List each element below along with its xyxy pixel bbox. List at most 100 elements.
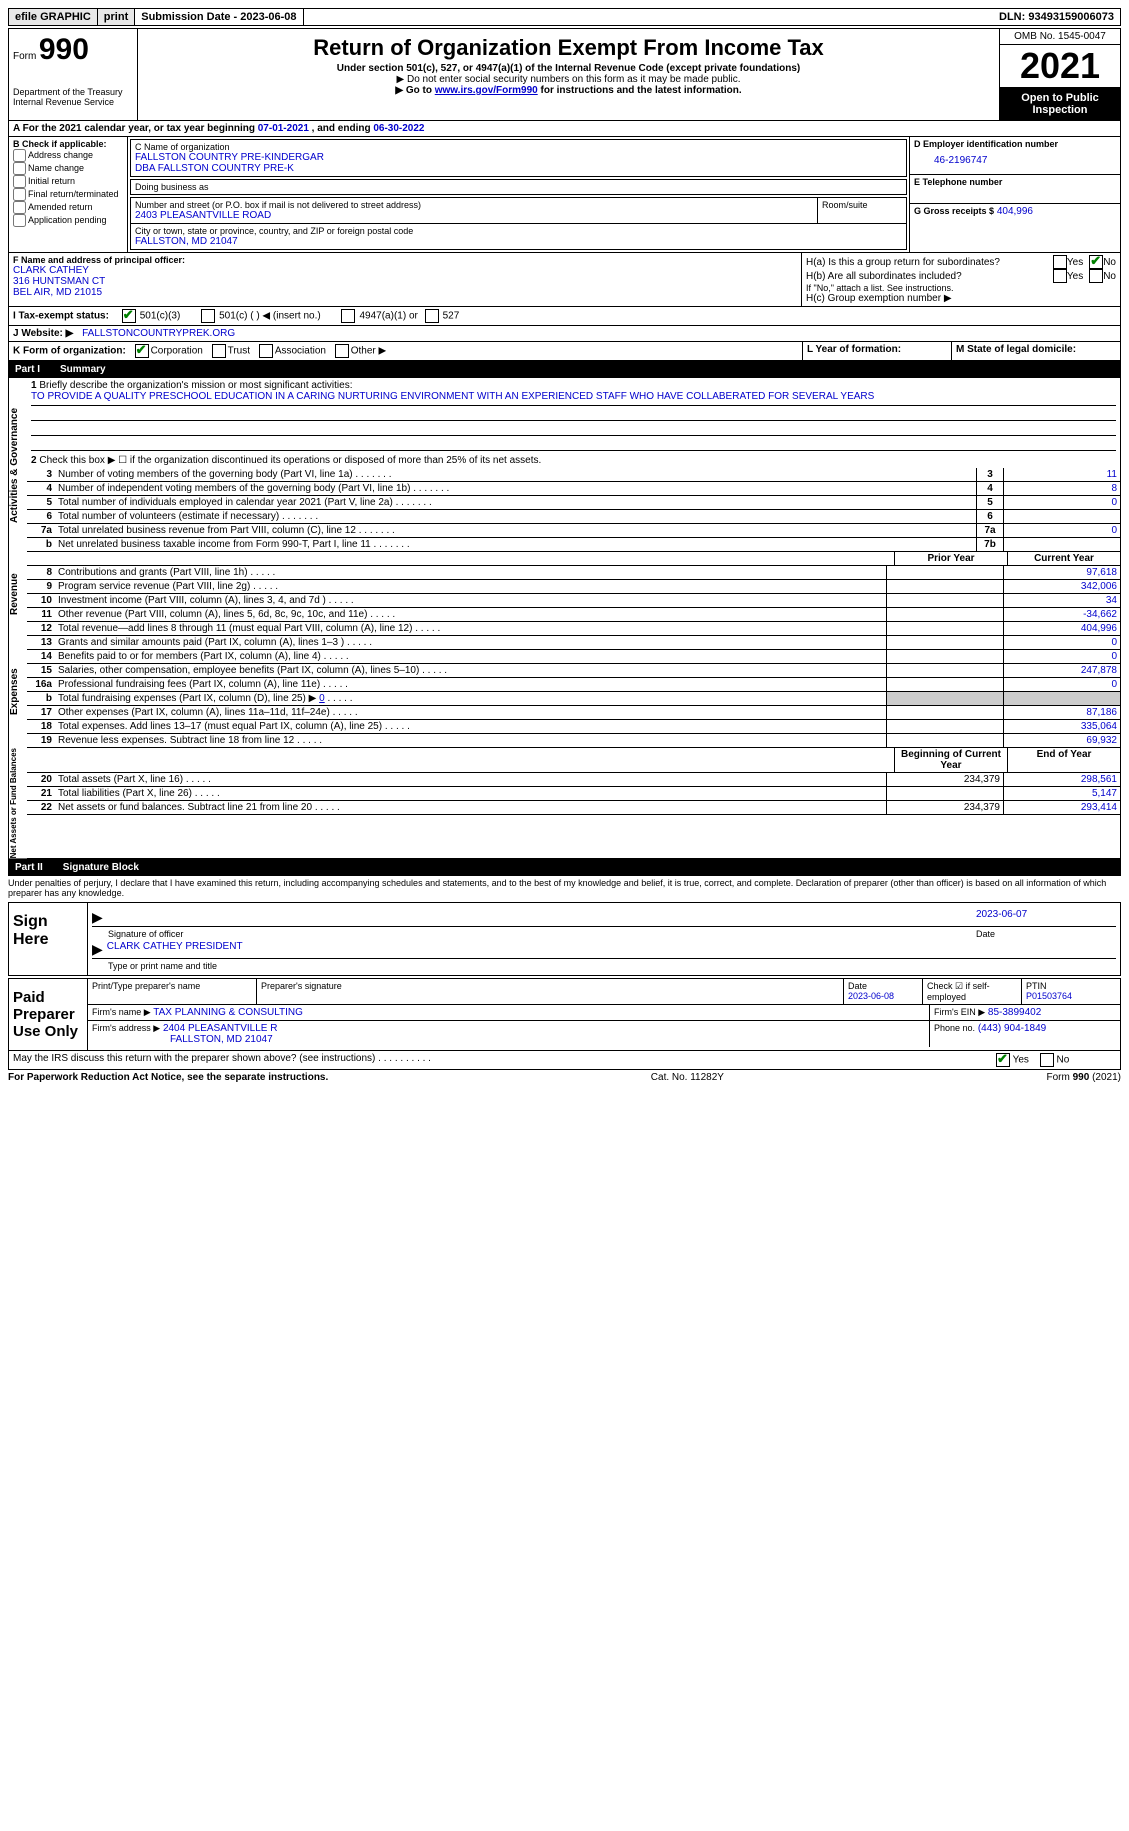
section-c: C Name of organization FALLSTON COUNTRY … bbox=[128, 137, 909, 252]
vert-revenue: Revenue bbox=[9, 552, 27, 636]
chk-amended-return[interactable]: Amended return bbox=[13, 201, 123, 214]
summary-line: 14Benefits paid to or for members (Part … bbox=[27, 650, 1120, 664]
summary-line: 19Revenue less expenses. Subtract line 1… bbox=[27, 734, 1120, 748]
dln-label: DLN: 93493159006073 bbox=[993, 9, 1120, 25]
open-to-public: Open to Public Inspection bbox=[1000, 88, 1120, 120]
chk-initial-return[interactable]: Initial return bbox=[13, 175, 123, 188]
section-a: A For the 2021 calendar year, or tax yea… bbox=[8, 121, 1121, 137]
summary-line: bNet unrelated business taxable income f… bbox=[27, 538, 1120, 552]
mission-text: TO PROVIDE A QUALITY PRESCHOOL EDUCATION… bbox=[31, 391, 1116, 406]
arrow-icon: ▶ bbox=[92, 909, 103, 926]
part1-activities: Activities & Governance 1 Briefly descri… bbox=[8, 378, 1121, 552]
section-i: I Tax-exempt status: 501(c)(3) 501(c) ( … bbox=[8, 307, 1121, 326]
chk-application-pending[interactable]: Application pending bbox=[13, 214, 123, 227]
summary-line: 10Investment income (Part VIII, column (… bbox=[27, 594, 1120, 608]
tax-year: 2021 bbox=[1000, 45, 1120, 88]
section-klm: K Form of organization: Corporation Trus… bbox=[8, 342, 1121, 361]
tax-year-begin: 07-01-2021 bbox=[258, 123, 309, 134]
summary-line: 18Total expenses. Add lines 13–17 (must … bbox=[27, 720, 1120, 734]
org-city: FALLSTON, MD 21047 bbox=[135, 236, 902, 247]
firm-name: TAX PLANNING & CONSULTING bbox=[153, 1007, 303, 1018]
officer-addr2: BEL AIR, MD 21015 bbox=[13, 287, 797, 298]
summary-line: bTotal fundraising expenses (Part IX, co… bbox=[27, 692, 1120, 706]
hb-yes[interactable] bbox=[1053, 269, 1067, 283]
print-button[interactable]: print bbox=[98, 9, 135, 25]
submission-date: Submission Date - 2023-06-08 bbox=[135, 9, 303, 25]
summary-line: 20Total assets (Part X, line 16) . . . .… bbox=[27, 773, 1120, 787]
preparer-date: 2023-06-08 bbox=[848, 991, 894, 1001]
chk-name-change[interactable]: Name change bbox=[13, 162, 123, 175]
summary-line: 13Grants and similar amounts paid (Part … bbox=[27, 636, 1120, 650]
chk-501c3[interactable] bbox=[122, 309, 136, 323]
perjury-declaration: Under penalties of perjury, I declare th… bbox=[8, 876, 1121, 900]
chk-final-return[interactable]: Final return/terminated bbox=[13, 188, 123, 201]
firm-addr2: FALLSTON, MD 21047 bbox=[92, 1034, 273, 1045]
vert-netassets: Net Assets or Fund Balances bbox=[9, 748, 27, 858]
part1-expenses: Expenses 13Grants and similar amounts pa… bbox=[8, 636, 1121, 748]
chk-trust[interactable] bbox=[212, 344, 226, 358]
firm-phone: (443) 904-1849 bbox=[978, 1023, 1046, 1034]
chk-address-change[interactable]: Address change bbox=[13, 149, 123, 162]
summary-line: 8Contributions and grants (Part VIII, li… bbox=[27, 566, 1120, 580]
org-dba: DBA FALLSTON COUNTRY PRE-K bbox=[135, 163, 902, 174]
sign-here-label: Sign Here bbox=[9, 903, 88, 975]
summary-line: 4Number of independent voting members of… bbox=[27, 482, 1120, 496]
section-b: B Check if applicable: Address change Na… bbox=[9, 137, 128, 252]
dept-treasury: Department of the Treasury bbox=[13, 87, 133, 97]
summary-line: 22Net assets or fund balances. Subtract … bbox=[27, 801, 1120, 815]
irs-label: Internal Revenue Service bbox=[13, 97, 133, 107]
part1-header: Part I Summary bbox=[8, 361, 1121, 378]
arrow-icon: ▶ bbox=[92, 941, 103, 958]
chk-other[interactable] bbox=[335, 344, 349, 358]
summary-line: 7aTotal unrelated business revenue from … bbox=[27, 524, 1120, 538]
hb-no[interactable] bbox=[1089, 269, 1103, 283]
ha-no[interactable] bbox=[1089, 255, 1103, 269]
discuss-yes[interactable] bbox=[996, 1053, 1010, 1067]
ha-yes[interactable] bbox=[1053, 255, 1067, 269]
chk-association[interactable] bbox=[259, 344, 273, 358]
form-number: 990 bbox=[39, 33, 89, 66]
part1-netassets: Net Assets or Fund Balances Beginning of… bbox=[8, 748, 1121, 859]
org-name: FALLSTON COUNTRY PRE-KINDERGAR bbox=[135, 152, 902, 163]
omb-number: OMB No. 1545-0047 bbox=[1000, 29, 1120, 45]
chk-corporation[interactable] bbox=[135, 344, 149, 358]
firm-addr1: 2404 PLEASANTVILLE R bbox=[163, 1023, 278, 1034]
org-address: 2403 PLEASANTVILLE ROAD bbox=[135, 210, 813, 221]
ssn-note: ▶ Do not enter social security numbers o… bbox=[142, 74, 995, 85]
summary-line: 21Total liabilities (Part X, line 26) . … bbox=[27, 787, 1120, 801]
summary-line: 12Total revenue—add lines 8 through 11 (… bbox=[27, 622, 1120, 636]
form-word: Form bbox=[13, 51, 36, 62]
summary-line: 9Program service revenue (Part VIII, lin… bbox=[27, 580, 1120, 594]
summary-line: 17Other expenses (Part IX, column (A), l… bbox=[27, 706, 1120, 720]
efile-button[interactable]: efile GRAPHIC bbox=[9, 9, 98, 25]
part1-revenue: Revenue Prior YearCurrent Year 8Contribu… bbox=[8, 552, 1121, 636]
summary-line: 15Salaries, other compensation, employee… bbox=[27, 664, 1120, 678]
irs-form990-link[interactable]: www.irs.gov/Form990 bbox=[435, 85, 538, 96]
section-m: M State of legal domicile: bbox=[952, 342, 1120, 360]
top-toolbar: efile GRAPHIC print Submission Date - 20… bbox=[8, 8, 1121, 26]
paid-preparer-label: Paid Preparer Use Only bbox=[9, 979, 88, 1050]
self-employed-check[interactable]: Check ☑ if self-employed bbox=[923, 979, 1022, 1004]
discuss-no[interactable] bbox=[1040, 1053, 1054, 1067]
vert-activities: Activities & Governance bbox=[9, 378, 27, 552]
officer-print-name: CLARK CATHEY PRESIDENT bbox=[107, 941, 243, 958]
summary-line: 3Number of voting members of the governi… bbox=[27, 468, 1120, 482]
firm-ein: 85-3899402 bbox=[988, 1007, 1041, 1018]
page-footer: For Paperwork Reduction Act Notice, see … bbox=[8, 1070, 1121, 1083]
tax-year-end: 06-30-2022 bbox=[373, 123, 424, 134]
sign-date: 2023-06-07 bbox=[976, 909, 1116, 926]
website-value: FALLSTONCOUNTRYPREK.ORG bbox=[82, 328, 235, 339]
section-deg: D Employer identification number 46-2196… bbox=[909, 137, 1120, 252]
section-j: J Website: ▶ FALLSTONCOUNTRYPREK.ORG bbox=[8, 326, 1121, 342]
chk-527[interactable] bbox=[425, 309, 439, 323]
vert-expenses: Expenses bbox=[9, 636, 27, 748]
entity-block: B Check if applicable: Address change Na… bbox=[8, 137, 1121, 253]
ptin-value: P01503764 bbox=[1026, 991, 1072, 1001]
sign-block: Sign Here ▶ 2023-06-07 Signature of offi… bbox=[8, 902, 1121, 976]
form-title: Return of Organization Exempt From Incom… bbox=[142, 35, 995, 61]
chk-501c[interactable] bbox=[201, 309, 215, 323]
officer-name: CLARK CATHEY bbox=[13, 265, 797, 276]
discuss-row: May the IRS discuss this return with the… bbox=[8, 1051, 1121, 1070]
summary-line: 11Other revenue (Part VIII, column (A), … bbox=[27, 608, 1120, 622]
chk-4947[interactable] bbox=[341, 309, 355, 323]
